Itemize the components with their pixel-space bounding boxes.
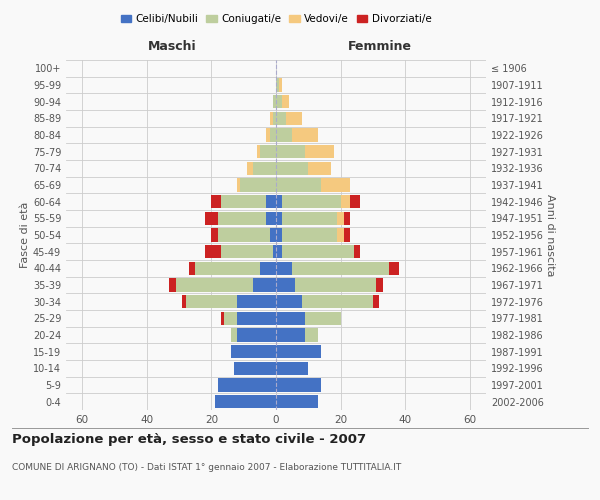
Bar (237, 178, 241, 192)
Bar (283, 95, 289, 108)
Bar (276, 128, 292, 141)
Bar (273, 112, 276, 125)
Bar (283, 195, 341, 208)
Bar (266, 195, 276, 208)
Bar (169, 278, 176, 291)
Text: Femmine: Femmine (347, 40, 412, 54)
Bar (260, 262, 276, 275)
Bar (195, 262, 260, 275)
Bar (305, 328, 318, 342)
Bar (276, 145, 305, 158)
Bar (189, 262, 195, 275)
Bar (308, 162, 331, 175)
Bar (283, 228, 337, 241)
Bar (292, 128, 318, 141)
Text: COMUNE DI ARIGNANO (TO) - Dati ISTAT 1° gennaio 2007 - Elaborazione TUTTITALIA.I: COMUNE DI ARIGNANO (TO) - Dati ISTAT 1° … (12, 463, 401, 472)
Bar (279, 78, 283, 92)
Bar (221, 312, 224, 325)
Bar (221, 245, 273, 258)
Bar (176, 278, 253, 291)
Bar (273, 245, 276, 258)
Bar (218, 212, 266, 225)
Bar (276, 262, 292, 275)
Bar (292, 262, 389, 275)
Bar (276, 78, 279, 92)
Legend: Celibi/Nubili, Coniugati/e, Vedovi/e, Divorziati/e: Celibi/Nubili, Coniugati/e, Vedovi/e, Di… (116, 10, 436, 29)
Bar (241, 178, 276, 192)
Bar (266, 212, 276, 225)
Bar (253, 278, 276, 291)
Bar (276, 195, 283, 208)
Bar (283, 245, 353, 258)
Bar (276, 162, 308, 175)
Bar (211, 228, 218, 241)
Bar (234, 362, 276, 375)
Bar (337, 228, 344, 241)
Bar (253, 162, 276, 175)
Y-axis label: Fasce di età: Fasce di età (20, 202, 30, 268)
Bar (260, 145, 276, 158)
Bar (221, 195, 266, 208)
Bar (237, 328, 276, 342)
Bar (337, 212, 344, 225)
Bar (224, 312, 237, 325)
Bar (185, 295, 237, 308)
Bar (266, 128, 269, 141)
Bar (344, 228, 350, 241)
Text: Maschi: Maschi (148, 40, 197, 54)
Bar (276, 245, 283, 258)
Bar (231, 345, 276, 358)
Bar (276, 112, 286, 125)
Bar (276, 212, 283, 225)
Bar (305, 145, 334, 158)
Bar (350, 195, 360, 208)
Bar (247, 162, 253, 175)
Bar (257, 145, 260, 158)
Y-axis label: Anni di nascita: Anni di nascita (545, 194, 555, 276)
Bar (269, 228, 276, 241)
Bar (273, 95, 276, 108)
Bar (276, 378, 321, 392)
Bar (218, 228, 269, 241)
Bar (276, 345, 321, 358)
Bar (341, 195, 350, 208)
Bar (276, 328, 305, 342)
Bar (321, 178, 350, 192)
Bar (182, 295, 185, 308)
Bar (276, 228, 283, 241)
Bar (269, 112, 273, 125)
Bar (305, 312, 341, 325)
Bar (211, 195, 221, 208)
Bar (276, 362, 308, 375)
Bar (276, 95, 283, 108)
Bar (286, 112, 302, 125)
Bar (276, 278, 295, 291)
Bar (389, 262, 399, 275)
Bar (276, 395, 318, 408)
Bar (302, 295, 373, 308)
Bar (231, 328, 237, 342)
Bar (237, 312, 276, 325)
Bar (353, 245, 360, 258)
Bar (215, 395, 276, 408)
Bar (344, 212, 350, 225)
Bar (237, 295, 276, 308)
Bar (205, 245, 221, 258)
Bar (276, 178, 321, 192)
Bar (269, 128, 276, 141)
Text: Popolazione per età, sesso e stato civile - 2007: Popolazione per età, sesso e stato civil… (12, 432, 366, 446)
Bar (205, 212, 218, 225)
Bar (376, 278, 383, 291)
Bar (276, 312, 305, 325)
Bar (295, 278, 376, 291)
Bar (373, 295, 379, 308)
Bar (283, 212, 337, 225)
Bar (276, 295, 302, 308)
Bar (218, 378, 276, 392)
